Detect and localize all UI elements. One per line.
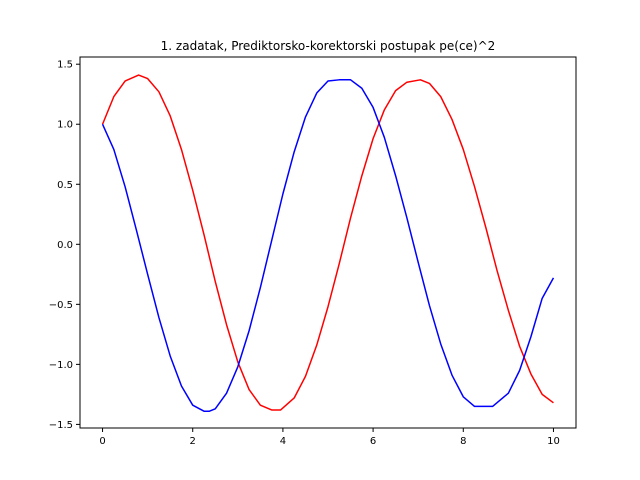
series-line-2: [101, 79, 555, 412]
y-tick-label: 0.0: [57, 240, 73, 251]
series-layer: [101, 74, 555, 412]
series-line-1: [101, 74, 554, 411]
y-tick-label: 0.5: [57, 180, 73, 191]
plot-frame: [79, 56, 577, 429]
y-tick-label: −0.5: [49, 300, 73, 311]
x-axis: 0 2 4 6 8 10: [99, 428, 560, 447]
x-tick-label: 4: [280, 436, 286, 447]
y-tick-label: −1.5: [49, 420, 73, 431]
chart-title: 1. zadatak, Prediktorsko-korektorski pos…: [161, 39, 496, 53]
x-tick-label: 0: [99, 436, 105, 447]
x-tick-label: 8: [460, 436, 466, 447]
y-tick-label: 1.5: [57, 60, 73, 71]
y-axis: −1.5 −1.0 −0.5 0.0 0.5 1.0 1.5: [49, 60, 80, 431]
x-tick-label: 2: [190, 436, 196, 447]
x-tick-label: 6: [370, 436, 376, 447]
x-tick-label: 10: [547, 436, 560, 447]
y-tick-label: 1.0: [57, 120, 73, 131]
y-tick-label: −1.0: [49, 360, 73, 371]
